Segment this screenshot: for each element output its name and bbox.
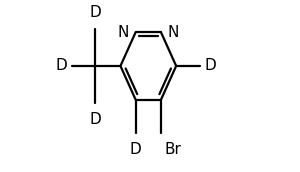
Text: D: D [130, 142, 142, 157]
Text: D: D [56, 58, 67, 73]
Text: N: N [118, 25, 129, 40]
Text: D: D [89, 111, 101, 127]
Text: D: D [205, 58, 217, 73]
Text: Br: Br [164, 142, 181, 157]
Text: N: N [168, 25, 179, 40]
Text: D: D [89, 5, 101, 20]
